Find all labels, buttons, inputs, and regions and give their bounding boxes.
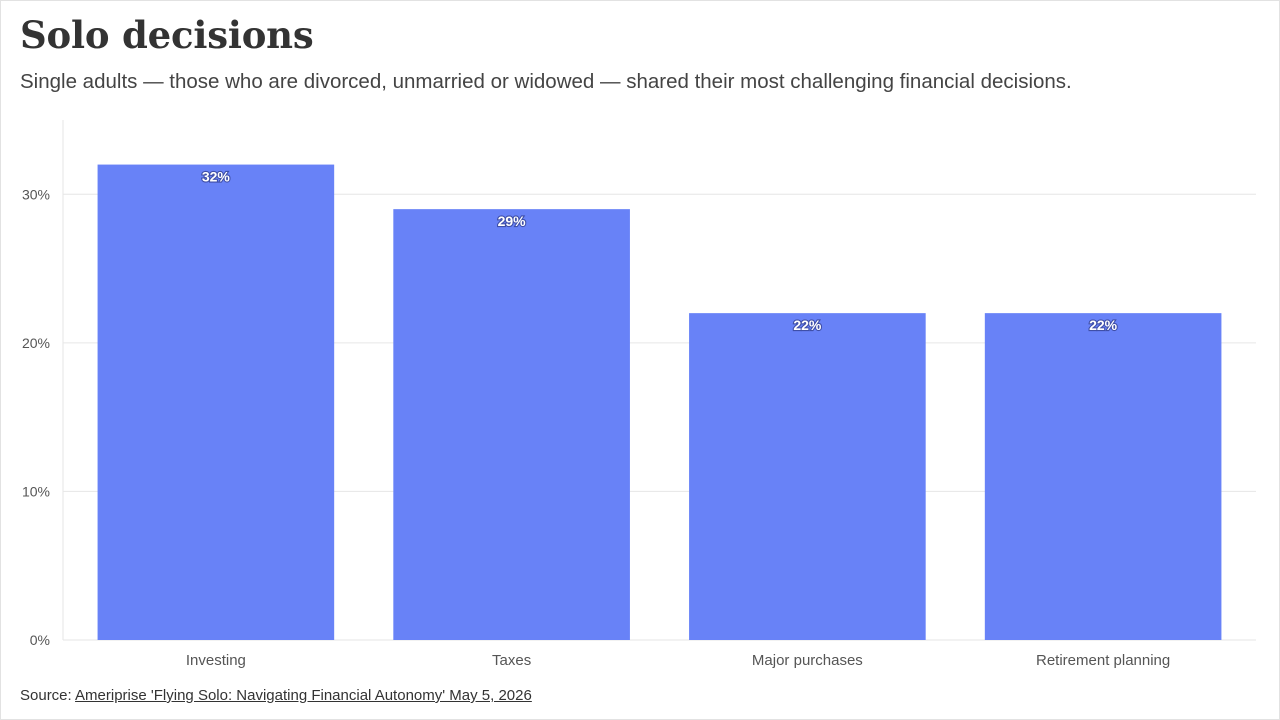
data-label: 29%	[498, 213, 527, 229]
bar	[97, 164, 335, 641]
chart-subtitle: Single adults — those who are divorced, …	[20, 70, 1072, 93]
data-labels: 32% 29% 22% 22%	[201, 167, 1119, 334]
data-label: 32%	[202, 169, 231, 185]
x-tick-label: Major purchases	[752, 652, 863, 669]
source-note: Source: Ameriprise 'Flying Solo: Navigat…	[20, 686, 532, 706]
x-tick-label: Taxes	[492, 652, 531, 669]
data-label: 22%	[1089, 317, 1118, 333]
bar-chart: 0% 10% 20% 30% 32% 29% 22% 22% Investing Taxes M…	[22, 120, 1256, 669]
x-tick-label: Retirement planning	[1036, 652, 1170, 669]
y-tick-label: 0%	[30, 632, 50, 648]
source-link[interactable]: Ameriprise 'Flying Solo: Navigating Fina…	[75, 687, 532, 704]
chart-title: Solo decisions	[20, 13, 314, 57]
y-axis: 0% 10% 20% 30%	[22, 120, 64, 648]
source-label: Source:	[20, 687, 72, 704]
y-tick-label: 30%	[22, 186, 50, 202]
bar	[689, 313, 926, 640]
x-tick-label: Investing	[186, 652, 246, 669]
y-tick-label: 20%	[22, 335, 50, 351]
y-tick-label: 10%	[22, 483, 50, 499]
x-axis: Investing Taxes Major purchases Retirement …	[186, 652, 1170, 669]
bar	[984, 313, 1222, 640]
bars	[97, 164, 1222, 641]
data-label: 22%	[793, 317, 822, 333]
bar	[393, 209, 630, 640]
